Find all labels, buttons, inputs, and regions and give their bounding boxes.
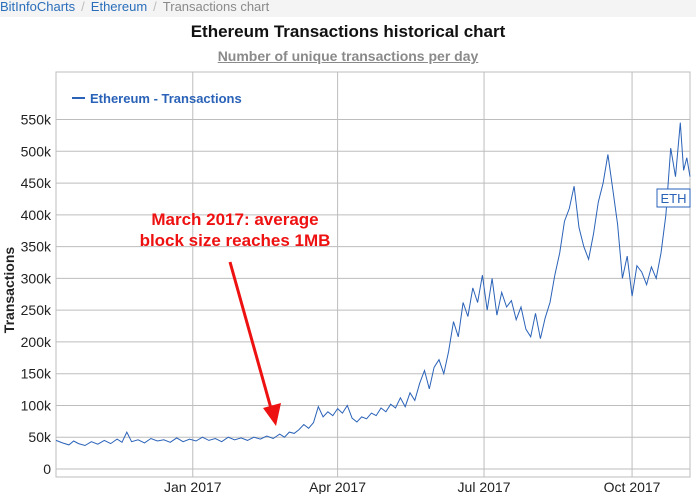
annotation-arrow-head xyxy=(263,403,281,426)
breadcrumb-separator: / xyxy=(81,0,85,14)
legend-label: Ethereum - Transactions xyxy=(90,91,242,106)
y-axis: 0 50k 100k 150k 200k 250k 300k 350k 400k 450k 500k… xyxy=(21,112,52,477)
breadcrumb-link-ethereum[interactable]: Ethereum xyxy=(90,0,148,14)
y-axis-label: Transactions xyxy=(1,247,17,334)
y-tick-label: 0 xyxy=(43,461,51,477)
y-tick-label: 550k xyxy=(21,112,52,128)
annotation: March 2017: average block size reaches 1… xyxy=(140,210,331,426)
x-tick-label: Oct 2017 xyxy=(604,479,661,494)
breadcrumb-separator: / xyxy=(153,0,157,14)
breadcrumb-current: Transactions chart xyxy=(162,0,270,14)
y-tick-label: 150k xyxy=(21,366,52,382)
plot-border xyxy=(55,71,691,478)
annotation-text-line-1: March 2017: average xyxy=(151,210,318,229)
chart-grid xyxy=(55,71,691,478)
series-line-ethereum-transactions xyxy=(55,122,691,447)
y-tick-label: 50k xyxy=(28,429,52,445)
y-tick-label: 400k xyxy=(21,207,52,223)
end-label-badge: ETH xyxy=(656,188,691,208)
y-tick-label: 350k xyxy=(21,239,52,255)
y-tick-label: 450k xyxy=(21,175,52,191)
y-tick-label: 300k xyxy=(21,270,52,286)
y-tick-label: 250k xyxy=(21,302,52,318)
breadcrumb: BitInfoCharts / Ethereum / Transactions char… xyxy=(0,0,696,17)
annotation-arrow xyxy=(228,261,274,413)
y-tick-label: 200k xyxy=(21,334,52,350)
page-title: Ethereum Transactions historical chart xyxy=(190,22,506,41)
chart-subtitle: Number of unique transactions per day xyxy=(217,48,479,64)
x-axis: Jan 2017 Apr 2017 Jul 2017 Oct 2017 xyxy=(164,479,661,494)
annotation-text-line-2: block size reaches 1MB xyxy=(140,231,331,250)
legend[interactable]: Ethereum - Transactions xyxy=(72,91,242,106)
end-label-text: ETH xyxy=(661,191,687,206)
y-tick-label: 100k xyxy=(21,397,52,413)
y-tick-label: 500k xyxy=(21,143,52,159)
breadcrumb-link-bitinfocharts[interactable]: BitInfoCharts xyxy=(0,0,76,14)
x-tick-label: Jul 2017 xyxy=(458,479,511,494)
x-tick-label: Jan 2017 xyxy=(164,479,222,494)
x-tick-label: Apr 2017 xyxy=(309,479,366,494)
